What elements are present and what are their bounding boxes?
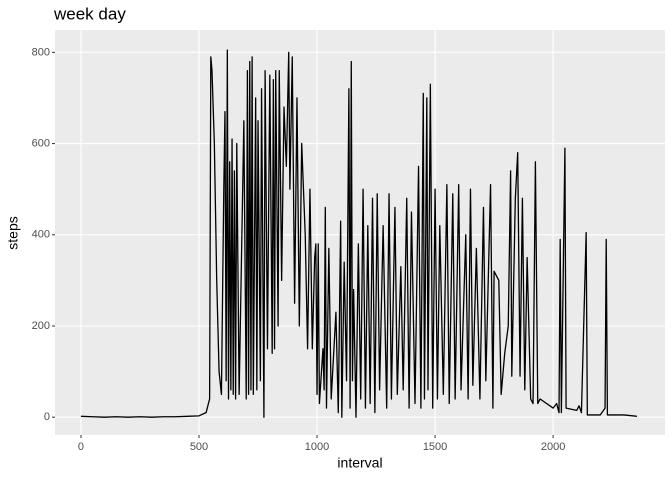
data-line (80, 49, 637, 418)
x-tick-label: 1000 (305, 441, 329, 453)
x-axis-title: interval (337, 455, 382, 471)
y-tick-label: 0 (44, 411, 50, 423)
y-tick-label: 200 (32, 320, 50, 332)
x-tick-label: 0 (78, 441, 84, 453)
y-tick-label: 600 (32, 137, 50, 149)
chart-title: week day (53, 4, 126, 23)
y-tick-label: 400 (32, 229, 50, 241)
x-tick-label: 2000 (541, 441, 565, 453)
x-tick-label: 500 (190, 441, 208, 453)
y-axis-title: steps (5, 216, 21, 249)
y-tick-label: 800 (32, 46, 50, 58)
x-tick-label: 1500 (423, 441, 447, 453)
